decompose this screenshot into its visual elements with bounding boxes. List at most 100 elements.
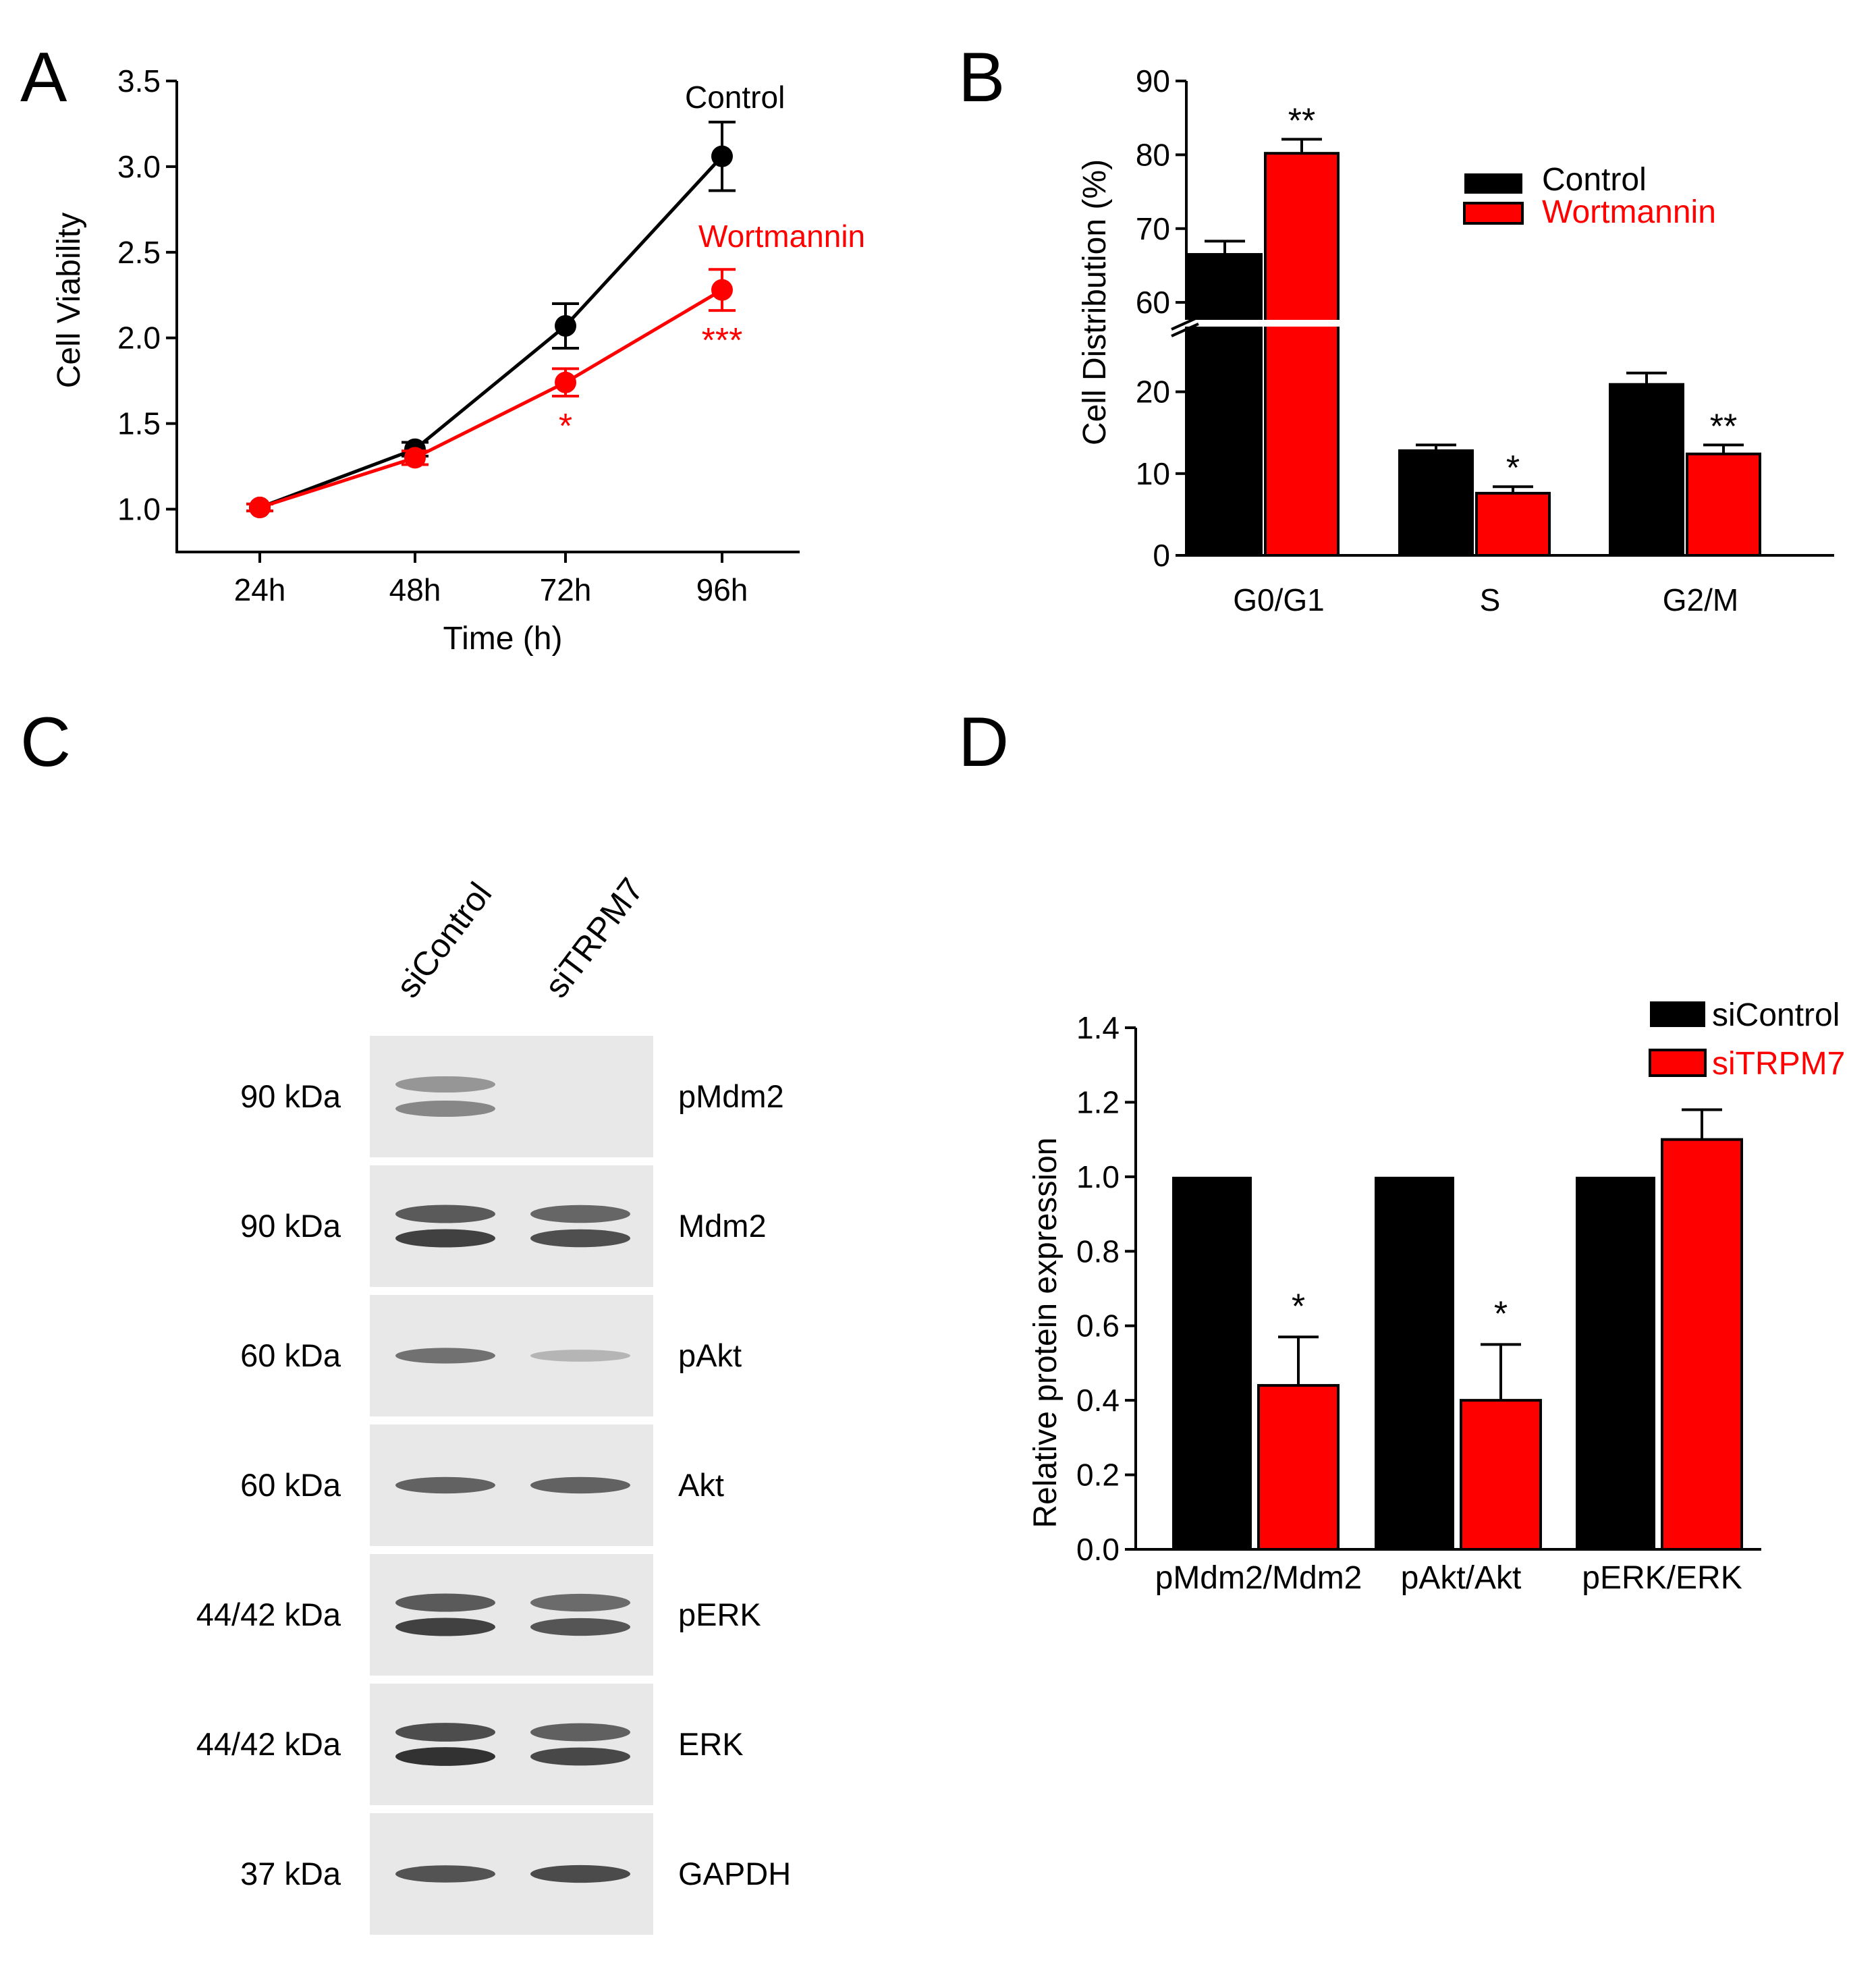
blot-molecular-weight: 90 kDa: [240, 1078, 341, 1114]
blot-protein-label: Akt: [678, 1467, 724, 1503]
panel-b-bar-control: [1398, 449, 1474, 557]
panel-b-bar-wortmannin: [1686, 452, 1761, 557]
panel-d-bar-sitrpm7: [1661, 1138, 1743, 1551]
blot-protein-label: pAkt: [678, 1337, 742, 1373]
blot-molecular-weight: 37 kDa: [240, 1856, 341, 1891]
blot-molecular-weight: 60 kDa: [240, 1337, 341, 1373]
blot-protein-label: GAPDH: [678, 1856, 791, 1891]
panel-d-significance-marker: *: [1494, 1294, 1508, 1333]
panel-d-y-tick-label: 0.2: [1076, 1458, 1120, 1493]
blot-band: [395, 1205, 495, 1223]
blot-molecular-weight: 90 kDa: [240, 1208, 341, 1244]
blot-band: [395, 1723, 495, 1742]
panel-b-axis-break-gap: [1173, 320, 1375, 327]
panel-b-y-tick-label: 90: [1136, 63, 1170, 99]
panel-a-x-axis-label: Time (h): [443, 621, 563, 657]
panel-a-x-tick-label: 48h: [389, 572, 441, 607]
blot-band: [395, 1747, 495, 1766]
panel-b-significance-marker: *: [1506, 449, 1520, 488]
blot-strip: [370, 1684, 653, 1805]
panel-b-bar-control: [1187, 253, 1263, 557]
blot-protein-label: Mdm2: [678, 1208, 767, 1244]
blot-protein-label: ERK: [678, 1726, 744, 1762]
blot-band: [530, 1205, 630, 1223]
panel-a-x-tick-label: 96h: [696, 572, 748, 607]
panel-a-point-wortmannin: [404, 447, 426, 469]
panel-d-y-tick-label: 1.2: [1076, 1084, 1120, 1119]
blot-band: [395, 1348, 495, 1364]
blot-band: [530, 1229, 630, 1248]
panel-d-y-axis-label: Relative protein expression: [1028, 1138, 1064, 1528]
panel-b-axis-break-slash: [1171, 323, 1199, 337]
blot-band: [530, 1723, 630, 1742]
panel-b-x-tick-label: G0/G1: [1233, 582, 1325, 617]
panel-a-line-wortmannin: [259, 288, 723, 509]
panel-a-point-control: [711, 145, 733, 167]
panel-d-y-tick-label: 0.6: [1076, 1308, 1120, 1344]
panel-d-bar-sicontrol: [1576, 1176, 1655, 1549]
panel-b-x-tick-label: S: [1480, 582, 1501, 617]
blot-band: [395, 1476, 495, 1494]
panel-a-y-tick-label: 1.5: [117, 406, 161, 441]
panel-b-y-tick-label: 70: [1136, 211, 1170, 246]
panel-label-d: D: [958, 703, 1009, 781]
blot-band: [530, 1593, 630, 1612]
panel-a-significance-marker: ***: [702, 321, 743, 360]
blot-strip: [370, 1554, 653, 1676]
blot-molecular-weight: 44/42 kDa: [196, 1726, 341, 1762]
blot-band: [530, 1864, 630, 1883]
blot-band: [395, 1229, 495, 1248]
blot-band: [395, 1618, 495, 1636]
panel-d-y-tick-label: 0.8: [1076, 1234, 1120, 1269]
panel-a-y-tick-label: 2.5: [117, 235, 161, 270]
panel-b-bar-control: [1609, 383, 1684, 557]
blot-band: [395, 1593, 495, 1612]
panel-a-line-chart: Cell Viability Time (h) Control Wortmann…: [51, 63, 865, 657]
panel-d-bar-sicontrol: [1375, 1176, 1454, 1549]
blot-band: [530, 1350, 630, 1362]
panel-label-a: A: [20, 38, 67, 117]
blot-band: [530, 1618, 630, 1636]
panel-b-legend-swatch-control: [1464, 173, 1522, 194]
panel-b-legend-swatch-wortmannin: [1463, 202, 1524, 225]
lane-label-sicontrol: siControl: [389, 875, 499, 1004]
panel-label-b: B: [958, 38, 1005, 117]
panel-a-y-tick-label: 3.5: [117, 63, 161, 99]
panel-d-legend-sitrpm7: siTRPM7: [1712, 1046, 1845, 1082]
blot-band: [530, 1476, 630, 1494]
panel-d-x-tick-label: pMdm2/Mdm2: [1155, 1560, 1362, 1596]
panel-d-bar-sicontrol: [1172, 1176, 1252, 1549]
panel-b-y-tick-label: 20: [1136, 375, 1170, 410]
blot-strip: [370, 1036, 653, 1157]
lane-label-sitrpm7: siTRPM7: [537, 871, 651, 1005]
panel-a-y-axis-label: Cell Viability: [51, 213, 87, 389]
panel-d-bar-sitrpm7: [1460, 1399, 1542, 1551]
panel-d-x-tick-label: pERK/ERK: [1582, 1560, 1742, 1596]
panel-a-x-tick-label: 24h: [234, 572, 286, 607]
panel-d-y-tick-label: 1.0: [1076, 1159, 1120, 1194]
panel-d-significance-marker: *: [1292, 1287, 1305, 1326]
panel-d-legend-swatch-sicontrol: [1650, 1001, 1705, 1027]
panel-d-x-tick-label: pAkt/Akt: [1401, 1560, 1522, 1596]
panel-b-significance-marker: **: [1710, 407, 1737, 446]
panel-b-x-tick-label: G2/M: [1663, 582, 1738, 617]
panel-c-western-blot: siControl siTRPM7 90 kDa pMdm2 90 kDa Mdm2 6…: [196, 871, 791, 1935]
panel-a-point-wortmannin: [711, 279, 733, 301]
panel-a-x-tick-label: 72h: [540, 572, 592, 607]
panel-b-bar-wortmannin: [1475, 491, 1551, 557]
panel-b-legend-wortmannin: Wortmannin: [1542, 194, 1716, 230]
panel-a-legend-wortmannin: Wortmannin: [698, 219, 865, 254]
blot-band: [395, 1865, 495, 1883]
panel-a-point-wortmannin: [249, 497, 271, 519]
blot-molecular-weight: 44/42 kDa: [196, 1597, 341, 1632]
blot-molecular-weight: 60 kDa: [240, 1467, 341, 1503]
panel-d-y-tick-label: 0.4: [1076, 1383, 1120, 1418]
panel-b-y-tick-label: 10: [1136, 456, 1170, 491]
panel-b-axis-break-slash: [1171, 316, 1199, 331]
panel-a-y-tick-label: 1.0: [117, 492, 161, 527]
panel-a-y-tick-label: 2.0: [117, 321, 161, 356]
blot-band: [530, 1747, 630, 1766]
panel-a-line-control: [259, 155, 723, 509]
panel-b-y-axis-label: Cell Distribution (%): [1077, 159, 1113, 445]
